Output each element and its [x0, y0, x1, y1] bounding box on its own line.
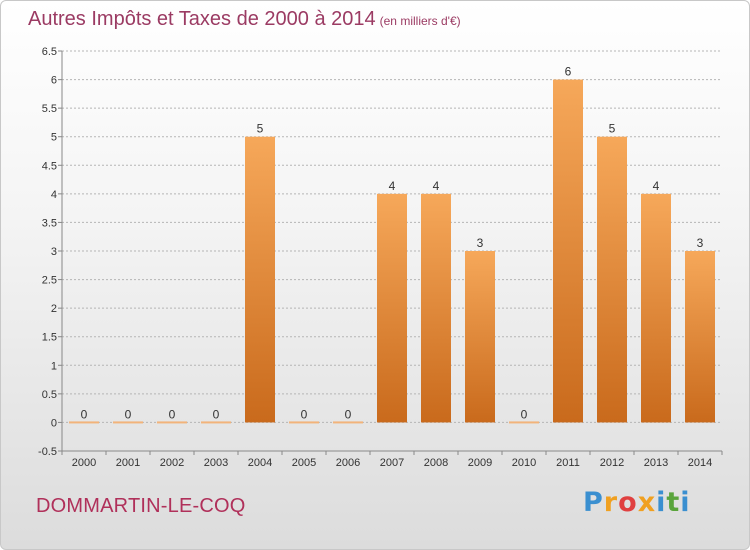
value-label: 0 [521, 407, 528, 421]
x-tick-label: 2004 [248, 457, 272, 469]
bar-2013 [641, 193, 671, 423]
y-tick-label: 0.5 [42, 389, 57, 401]
bar-2006 [333, 421, 363, 424]
bar-2009 [465, 251, 495, 423]
value-label: 6 [565, 65, 572, 79]
y-tick-label: 4.5 [42, 160, 57, 172]
bar-2000 [69, 421, 99, 424]
logo-letter: r [603, 487, 619, 518]
value-label: 0 [345, 407, 352, 421]
y-tick-label: 5 [51, 132, 57, 144]
x-tick-label: 2013 [644, 457, 668, 469]
x-tick-label: 2012 [600, 457, 624, 469]
value-label: 0 [169, 407, 176, 421]
value-label: 5 [609, 122, 616, 136]
x-tick-label: 2005 [292, 457, 316, 469]
bar-2004 [245, 136, 275, 423]
commune-name: DOMMARTIN-LE-COQ [36, 495, 246, 517]
value-label: 0 [301, 407, 308, 421]
y-tick-label: 3.5 [42, 217, 57, 229]
value-label: 0 [81, 407, 88, 421]
y-tick-label: 2.5 [42, 275, 57, 287]
y-tick-label: 1 [51, 360, 57, 372]
bar-2007 [377, 193, 407, 423]
x-tick-label: 2006 [336, 457, 360, 469]
value-label: 0 [213, 407, 220, 421]
y-tick-label: 5.5 [42, 103, 57, 115]
logo-letter: t [666, 487, 681, 518]
chart-title-text: Autres Impôts et Taxes de 2000 à 2014 [28, 8, 376, 30]
bar-2001 [113, 421, 143, 424]
value-label: 3 [697, 236, 704, 250]
bar-2014 [685, 251, 715, 423]
value-label: 5 [257, 122, 264, 136]
y-tick-label: 1.5 [42, 332, 57, 344]
bar-2012 [597, 136, 627, 423]
value-label: 3 [477, 236, 484, 250]
y-tick-label: 6.5 [42, 46, 57, 58]
logo-letter: P [583, 487, 604, 518]
x-tick-label: 2014 [688, 457, 712, 469]
x-tick-label: 2008 [424, 457, 448, 469]
value-label: 4 [653, 179, 660, 193]
chart-title: Autres Impôts et Taxes de 2000 à 2014 (en… [28, 8, 461, 31]
bar-2003 [201, 421, 231, 424]
proxiti-logo: Proxiti [583, 487, 691, 518]
bar-2008 [421, 193, 451, 423]
x-tick-label: 2007 [380, 457, 404, 469]
chart-subtitle: (en milliers d'€) [379, 14, 461, 28]
value-label: 4 [389, 179, 396, 193]
x-tick-label: 2003 [204, 457, 228, 469]
logo-letter: i [656, 487, 667, 518]
x-tick-label: 2002 [160, 457, 184, 469]
logo-letter: i [680, 487, 691, 518]
x-tick-label: 2011 [556, 457, 580, 469]
y-tick-label: -0.5 [38, 446, 57, 458]
value-label: 4 [433, 179, 440, 193]
bar-2011 [553, 79, 583, 423]
logo-letter: o [618, 487, 638, 518]
bar-2010 [509, 421, 539, 424]
x-tick-label: 2000 [72, 457, 96, 469]
bar-2005 [289, 421, 319, 424]
logo-letter: x [637, 487, 657, 518]
x-tick-label: 2001 [116, 457, 140, 469]
bar-2002 [157, 421, 187, 424]
y-tick-label: 6 [51, 75, 57, 87]
y-tick-label: 0 [51, 417, 57, 429]
y-tick-label: 4 [51, 189, 57, 201]
x-tick-label: 2010 [512, 457, 536, 469]
x-tick-label: 2009 [468, 457, 492, 469]
y-tick-label: 3 [51, 246, 57, 258]
value-label: 0 [125, 407, 132, 421]
y-tick-label: 2 [51, 303, 57, 315]
